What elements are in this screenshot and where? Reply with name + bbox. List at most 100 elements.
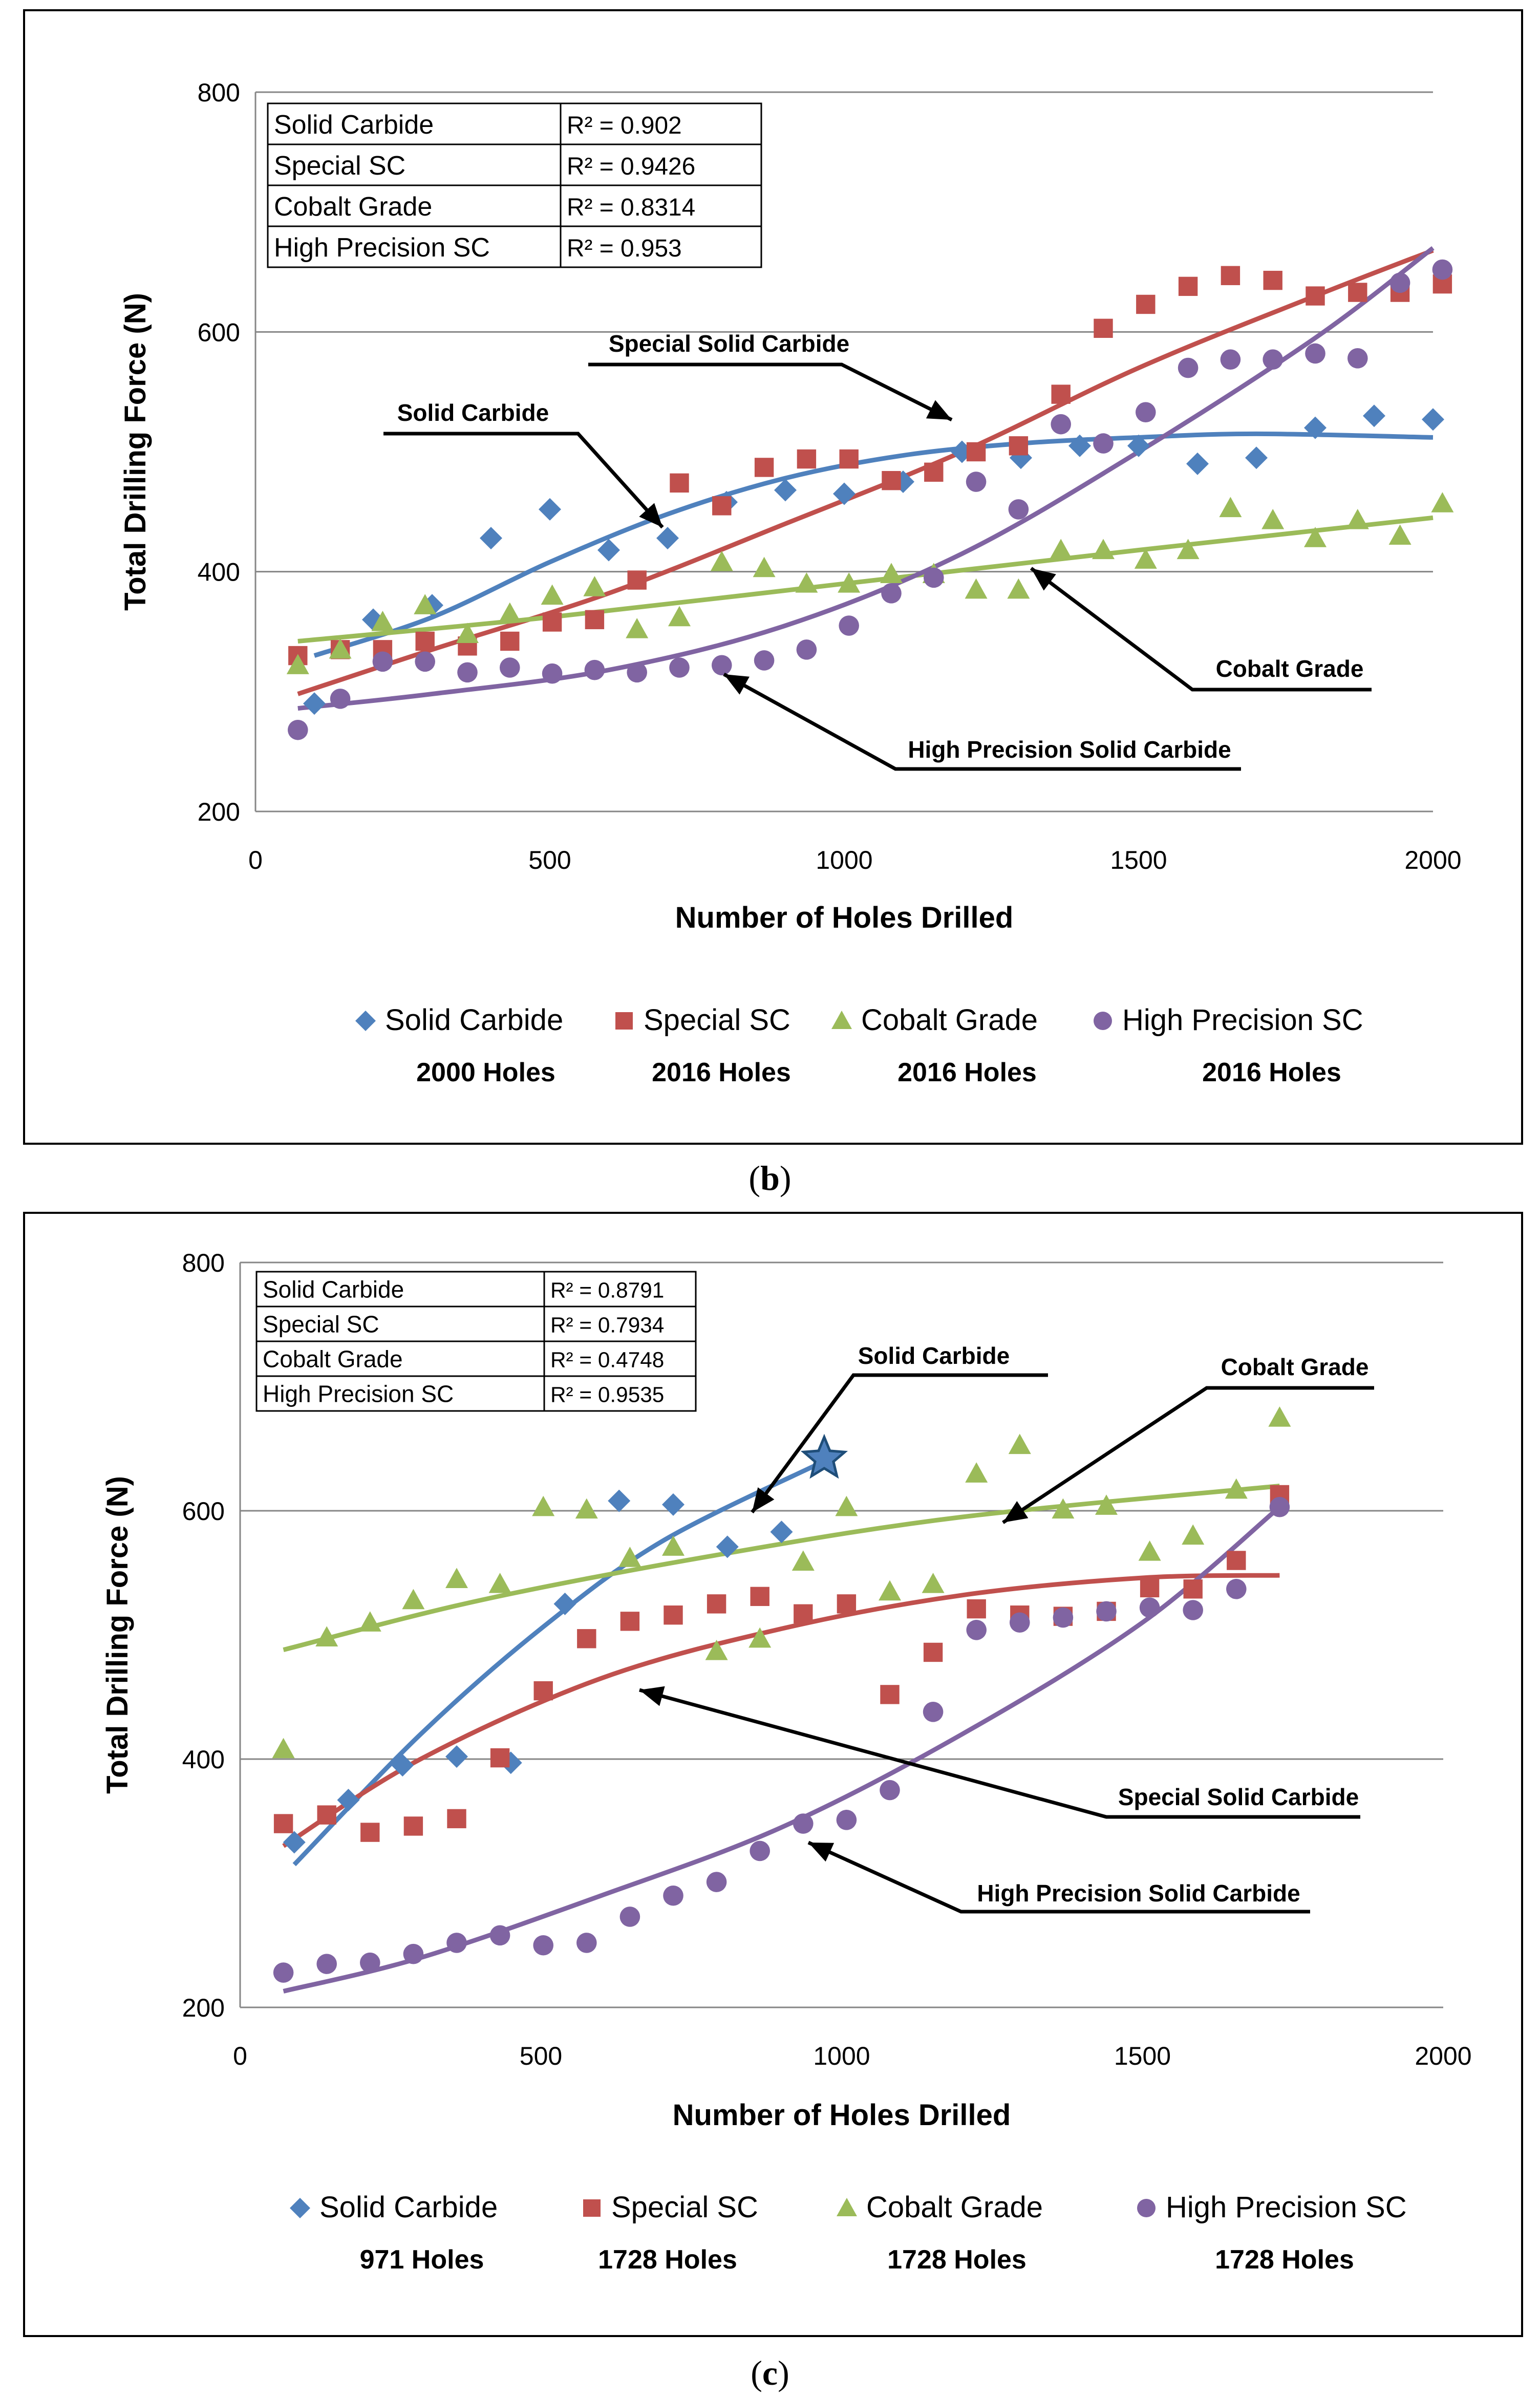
data-point-cobalt-grade: [792, 1550, 815, 1571]
legend-marker-solid-carbide: [290, 2198, 310, 2218]
data-point-cobalt-grade: [1304, 527, 1327, 547]
data-point-high-precision-sc: [403, 1943, 424, 1964]
x-tick-label: 1000: [813, 2042, 870, 2070]
data-point-high-precision-sc: [360, 1952, 380, 1973]
data-point-special-sc: [924, 462, 944, 482]
data-point-high-precision-sc: [500, 657, 520, 678]
legend-label-high-precision-sc: High Precision SC: [1166, 2191, 1407, 2224]
data-point-high-precision-sc: [966, 472, 987, 492]
data-point-special-sc: [273, 1814, 293, 1833]
annotation-arrow-special-solid-carbide-head: [926, 400, 952, 420]
data-point-solid-carbide: [1304, 416, 1327, 439]
data-point-high-precision-sc: [415, 651, 435, 672]
chart-c-svg: 200 400 600 800 0 500 1000 1500 2000 Number of Ho…: [101, 1249, 1472, 2275]
data-point-solid-carbide: [283, 1831, 306, 1854]
data-point-cobalt-grade: [541, 584, 564, 605]
data-point-cobalt-grade: [488, 1573, 511, 1593]
caption-b: (b): [748, 1159, 792, 1197]
y-tick-label: 200: [198, 798, 240, 826]
data-point-solid-carbide: [770, 1521, 793, 1544]
annotation-arrow-high-precision-solid-carbide-line: [807, 1840, 1310, 1914]
data-point-special-sc: [797, 449, 817, 469]
data-point-solid-carbide: [391, 1754, 414, 1777]
data-point-cobalt-grade: [1346, 508, 1369, 529]
y-tick-label: 600: [182, 1497, 225, 1526]
data-point-high-precision-sc: [619, 1907, 640, 1927]
annotation-arrow-cobalt-grade-head: [1003, 1501, 1029, 1523]
data-point-special-sc: [542, 612, 562, 632]
data-point-solid-carbide: [499, 1751, 522, 1774]
data-point-high-precision-sc: [793, 1813, 814, 1834]
data-point-cobalt-grade: [1182, 1524, 1205, 1545]
data-point-high-precision-sc: [1093, 433, 1114, 454]
data-point-high-precision-sc: [316, 1954, 337, 1974]
r2-table-label: Cobalt Grade: [274, 192, 432, 222]
caption-b-letter: b: [760, 1159, 780, 1197]
legend-holes-solid-carbide: 2000 Holes: [416, 1058, 555, 1087]
data-point-special-sc: [923, 1642, 943, 1662]
y-tick-label: 200: [182, 1994, 225, 2022]
end-star-marker: [800, 1433, 848, 1479]
legend-label-solid-carbide: Solid Carbide: [319, 2191, 498, 2224]
annotation-high-precision-solid-carbide: High Precision Solid Carbide: [908, 736, 1231, 763]
data-point-special-sc: [627, 570, 647, 590]
legend-label-special-sc: Special SC: [611, 2191, 758, 2224]
r2-table-label: High Precision SC: [274, 233, 490, 263]
data-point-cobalt-grade: [498, 602, 521, 623]
annotation-arrow-solid-carbide-head: [639, 503, 662, 527]
data-point-high-precision-sc: [273, 1962, 294, 1983]
x-tick-label: 500: [528, 846, 571, 874]
legend-holes-solid-carbide: 971 Holes: [360, 2245, 484, 2275]
data-point-high-precision-sc: [923, 1702, 944, 1722]
data-point-cobalt-grade: [445, 1568, 468, 1588]
data-point-high-precision-sc: [1432, 259, 1453, 280]
data-point-cobalt-grade: [795, 572, 818, 593]
x-tick-label: 1500: [1114, 2042, 1171, 2070]
data-point-special-sc: [1227, 1551, 1246, 1570]
annotation-solid-carbide: Solid Carbide: [858, 1342, 1010, 1369]
data-point-solid-carbide: [774, 479, 797, 502]
data-point-solid-carbide: [480, 527, 502, 550]
data-point-special-sc: [1009, 436, 1029, 456]
data-point-cobalt-grade: [668, 606, 691, 627]
data-point-cobalt-grade: [705, 1640, 728, 1660]
data-point-solid-carbide: [539, 498, 561, 521]
r2-table-value: R² = 0.8314: [567, 194, 695, 221]
data-point-special-sc: [1183, 1579, 1203, 1599]
legend-marker-cobalt-grade: [837, 2198, 857, 2216]
data-point-cobalt-grade: [402, 1589, 425, 1610]
annotation-cobalt-grade: Cobalt Grade: [1216, 655, 1364, 682]
x-tick-label: 500: [520, 2042, 562, 2070]
data-point-special-sc: [1136, 294, 1156, 314]
r2-table-value: R² = 0.4748: [550, 1347, 664, 1372]
data-point-special-sc: [880, 1685, 900, 1704]
data-point-high-precision-sc: [1010, 1612, 1030, 1633]
data-point-special-sc: [533, 1681, 553, 1701]
data-point-high-precision-sc: [1008, 499, 1029, 520]
data-point-high-precision-sc: [330, 689, 351, 709]
annotation-arrow-high-precision-solid-carbide-head: [724, 674, 750, 695]
x-axis-title: Number of Holes Drilled: [675, 901, 1014, 934]
data-point-cobalt-grade: [879, 1580, 901, 1601]
data-point-special-sc: [415, 631, 435, 651]
y-tick-label: 800: [182, 1249, 225, 1277]
data-point-high-precision-sc: [750, 1840, 770, 1861]
annotation-arrow-high-precision-solid-carbide-head: [808, 1843, 835, 1862]
data-point-solid-carbide: [445, 1745, 468, 1768]
trendline-high-precision-sc: [283, 1505, 1281, 1994]
data-point-special-sc: [577, 1629, 596, 1648]
data-point-special-sc: [966, 442, 986, 462]
data-point-high-precision-sc: [372, 651, 393, 672]
data-point-high-precision-sc: [1348, 348, 1368, 369]
data-point-solid-carbide: [597, 539, 620, 562]
data-point-cobalt-grade: [1008, 1433, 1031, 1454]
data-point-special-sc: [967, 1599, 986, 1619]
data-point-special-sc: [839, 449, 859, 469]
y-tick-label: 400: [198, 558, 240, 587]
caption-c: (c): [751, 2353, 789, 2392]
data-point-solid-carbide: [656, 527, 679, 550]
data-point-special-sc: [1094, 318, 1113, 338]
r2-table-value: R² = 0.7934: [550, 1313, 664, 1337]
legend-holes-high-precision-sc: 2016 Holes: [1202, 1058, 1341, 1087]
data-point-special-sc: [1178, 276, 1198, 296]
